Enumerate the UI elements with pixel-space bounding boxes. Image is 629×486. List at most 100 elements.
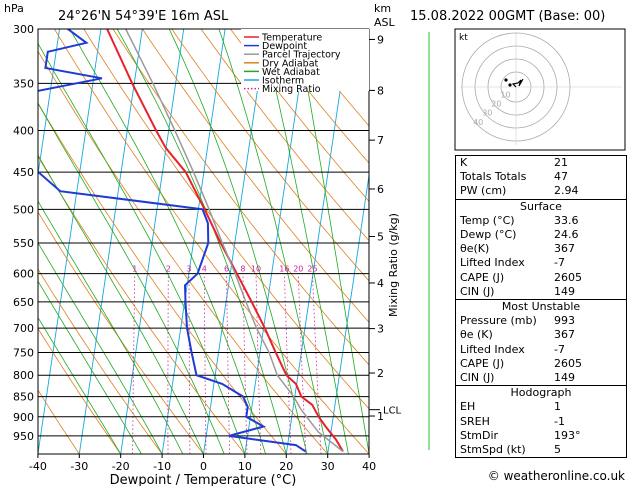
wet-adiabat	[69, 29, 266, 454]
mixing-ratio-label: 3	[187, 265, 192, 274]
most-unstable-value: 2605	[554, 356, 582, 370]
km-tick-label: 9	[377, 33, 384, 46]
surface-value: 2605	[554, 270, 582, 284]
index-label: Totals Totals	[460, 170, 527, 184]
km-unit: km	[374, 2, 391, 15]
surface-label: CAPE (J)	[460, 270, 505, 284]
x-tick-label: 0	[200, 460, 207, 473]
hpa-unit: hPa	[4, 2, 24, 15]
legend-entry: Wet Adiabat	[262, 67, 320, 78]
datetime-title: 15.08.2022 00GMT (Base: 00)	[410, 9, 605, 24]
legend-entry: Isotherm	[262, 76, 304, 87]
mixing-ratio-line	[188, 273, 191, 454]
km-tick-label: 2	[377, 367, 384, 380]
most-unstable-value: 367	[554, 328, 575, 342]
most-unstable-section: Most Unstable Pressure (mb) 993 θe (K) 367 L…	[456, 299, 626, 385]
dry-adiabat	[171, 29, 369, 282]
index-row: Totals Totals 47	[456, 170, 626, 184]
km-tick-label: 6	[377, 183, 384, 196]
hodograph-stat-label: EH	[460, 400, 476, 414]
mixing-ratio-line	[297, 273, 307, 454]
x-tick-label: -10	[153, 460, 171, 473]
surface-row: Temp (°C) 33.6	[456, 214, 626, 228]
hodograph-stat-row: StmDir 193°	[456, 429, 626, 443]
mixing-ratio-line	[255, 273, 262, 454]
mixing-ratio-label: 4	[202, 265, 207, 274]
hodograph-section: Hodograph EH 1 SREH -1 StmDir 193° StmSpd (kt)…	[456, 385, 626, 457]
surface-row: CIN (J) 149	[456, 285, 626, 299]
hodograph-stat-label: StmSpd (kt)	[460, 443, 526, 457]
surface-value: 149	[554, 284, 575, 298]
isotherm	[203, 29, 267, 454]
pressure-tick-label: 750	[13, 346, 34, 359]
mixing-ratio-label: 6	[224, 265, 229, 274]
isotherm	[38, 29, 102, 454]
hodograph-ring-label: 30	[482, 109, 492, 118]
dry-adiabat	[38, 327, 122, 454]
legend-entry: Parcel Trajectory	[262, 50, 341, 61]
hodograph-stat-row: StmSpd (kt) 5	[456, 443, 626, 457]
location-title: 24°26'N 54°39'E 16m ASL	[58, 9, 229, 24]
hodograph-stat-value: -1	[554, 414, 565, 428]
most-unstable-value: 149	[554, 371, 575, 385]
km-tick-label: 8	[377, 84, 384, 97]
axes: 3003504004505005506006507007508008509009…	[13, 23, 402, 473]
most-unstable-label: θe (K)	[460, 328, 493, 342]
index-row: PW (cm) 2.94	[456, 184, 626, 198]
mixing-ratio-label: 25	[307, 265, 317, 274]
most-unstable-row: θe (K) 367	[456, 328, 626, 342]
dry-adiabat	[38, 102, 287, 454]
isotherm	[327, 172, 369, 454]
isotherm	[161, 29, 226, 454]
hodograph-stat-value: 1	[554, 400, 561, 414]
indices-section: K 21 Totals Totals 47 PW (cm) 2.94	[456, 156, 626, 199]
x-tick-label: 10	[238, 460, 252, 473]
surface-title: Surface	[520, 199, 562, 213]
pressure-tick-label: 700	[13, 322, 34, 335]
legend-box	[241, 29, 369, 91]
pressure-tick-label: 950	[13, 430, 34, 443]
hodograph-unit: kt	[459, 33, 468, 43]
lcl-label: LCL	[383, 406, 402, 417]
most-unstable-row: CAPE (J) 2605	[456, 357, 626, 371]
pressure-tick-label: 800	[13, 369, 34, 382]
mixing-ratio-axis-label: Mixing Ratio (g/kg)	[387, 213, 400, 317]
series-dewpoint	[38, 29, 307, 453]
km-tick-label: 3	[377, 323, 384, 336]
most-unstable-row: CIN (J) 149	[456, 371, 626, 385]
wet-adiabat	[38, 316, 122, 454]
pressure-tick-label: 300	[13, 23, 34, 36]
index-value: 2.94	[554, 184, 579, 198]
dry-adiabat	[200, 29, 369, 242]
dry-adiabat	[54, 29, 369, 454]
index-value: 47	[554, 170, 568, 184]
x-tick-label: -20	[112, 460, 130, 473]
hodograph-line	[511, 78, 524, 88]
mixing-ratio-line	[226, 273, 230, 454]
hodograph-ring-label: 20	[491, 100, 501, 109]
km-tick-label: 7	[377, 134, 384, 147]
pressure-tick-label: 550	[13, 237, 34, 250]
mixing-ratio-line	[203, 273, 207, 454]
mixing-ratio-label: 8	[240, 265, 245, 274]
km-tick-label: 1	[377, 410, 384, 423]
most-unstable-label: Lifted Index	[460, 342, 525, 356]
hodograph-stat-row: SREH -1	[456, 415, 626, 429]
most-unstable-row: Lifted Index -7	[456, 343, 626, 357]
km-tick-label: 5	[377, 230, 384, 243]
mixing-ratio-label: 10	[251, 265, 261, 274]
index-row: K 21	[456, 156, 626, 170]
surface-label: Lifted Index	[460, 256, 525, 270]
surface-row: Lifted Index -7	[456, 256, 626, 270]
hodograph-table-title: Hodograph	[510, 386, 572, 400]
profile-series	[38, 29, 344, 453]
surface-row: Dewp (°C) 24.6	[456, 228, 626, 242]
pressure-tick-label: 400	[13, 125, 34, 138]
pressure-tick-label: 900	[13, 411, 34, 424]
x-tick-label: 20	[279, 460, 293, 473]
surface-row: θe(K) 367	[456, 242, 626, 256]
surface-value: 24.6	[554, 228, 579, 242]
isotherm	[38, 29, 60, 178]
km-tick-label: 4	[377, 277, 384, 290]
